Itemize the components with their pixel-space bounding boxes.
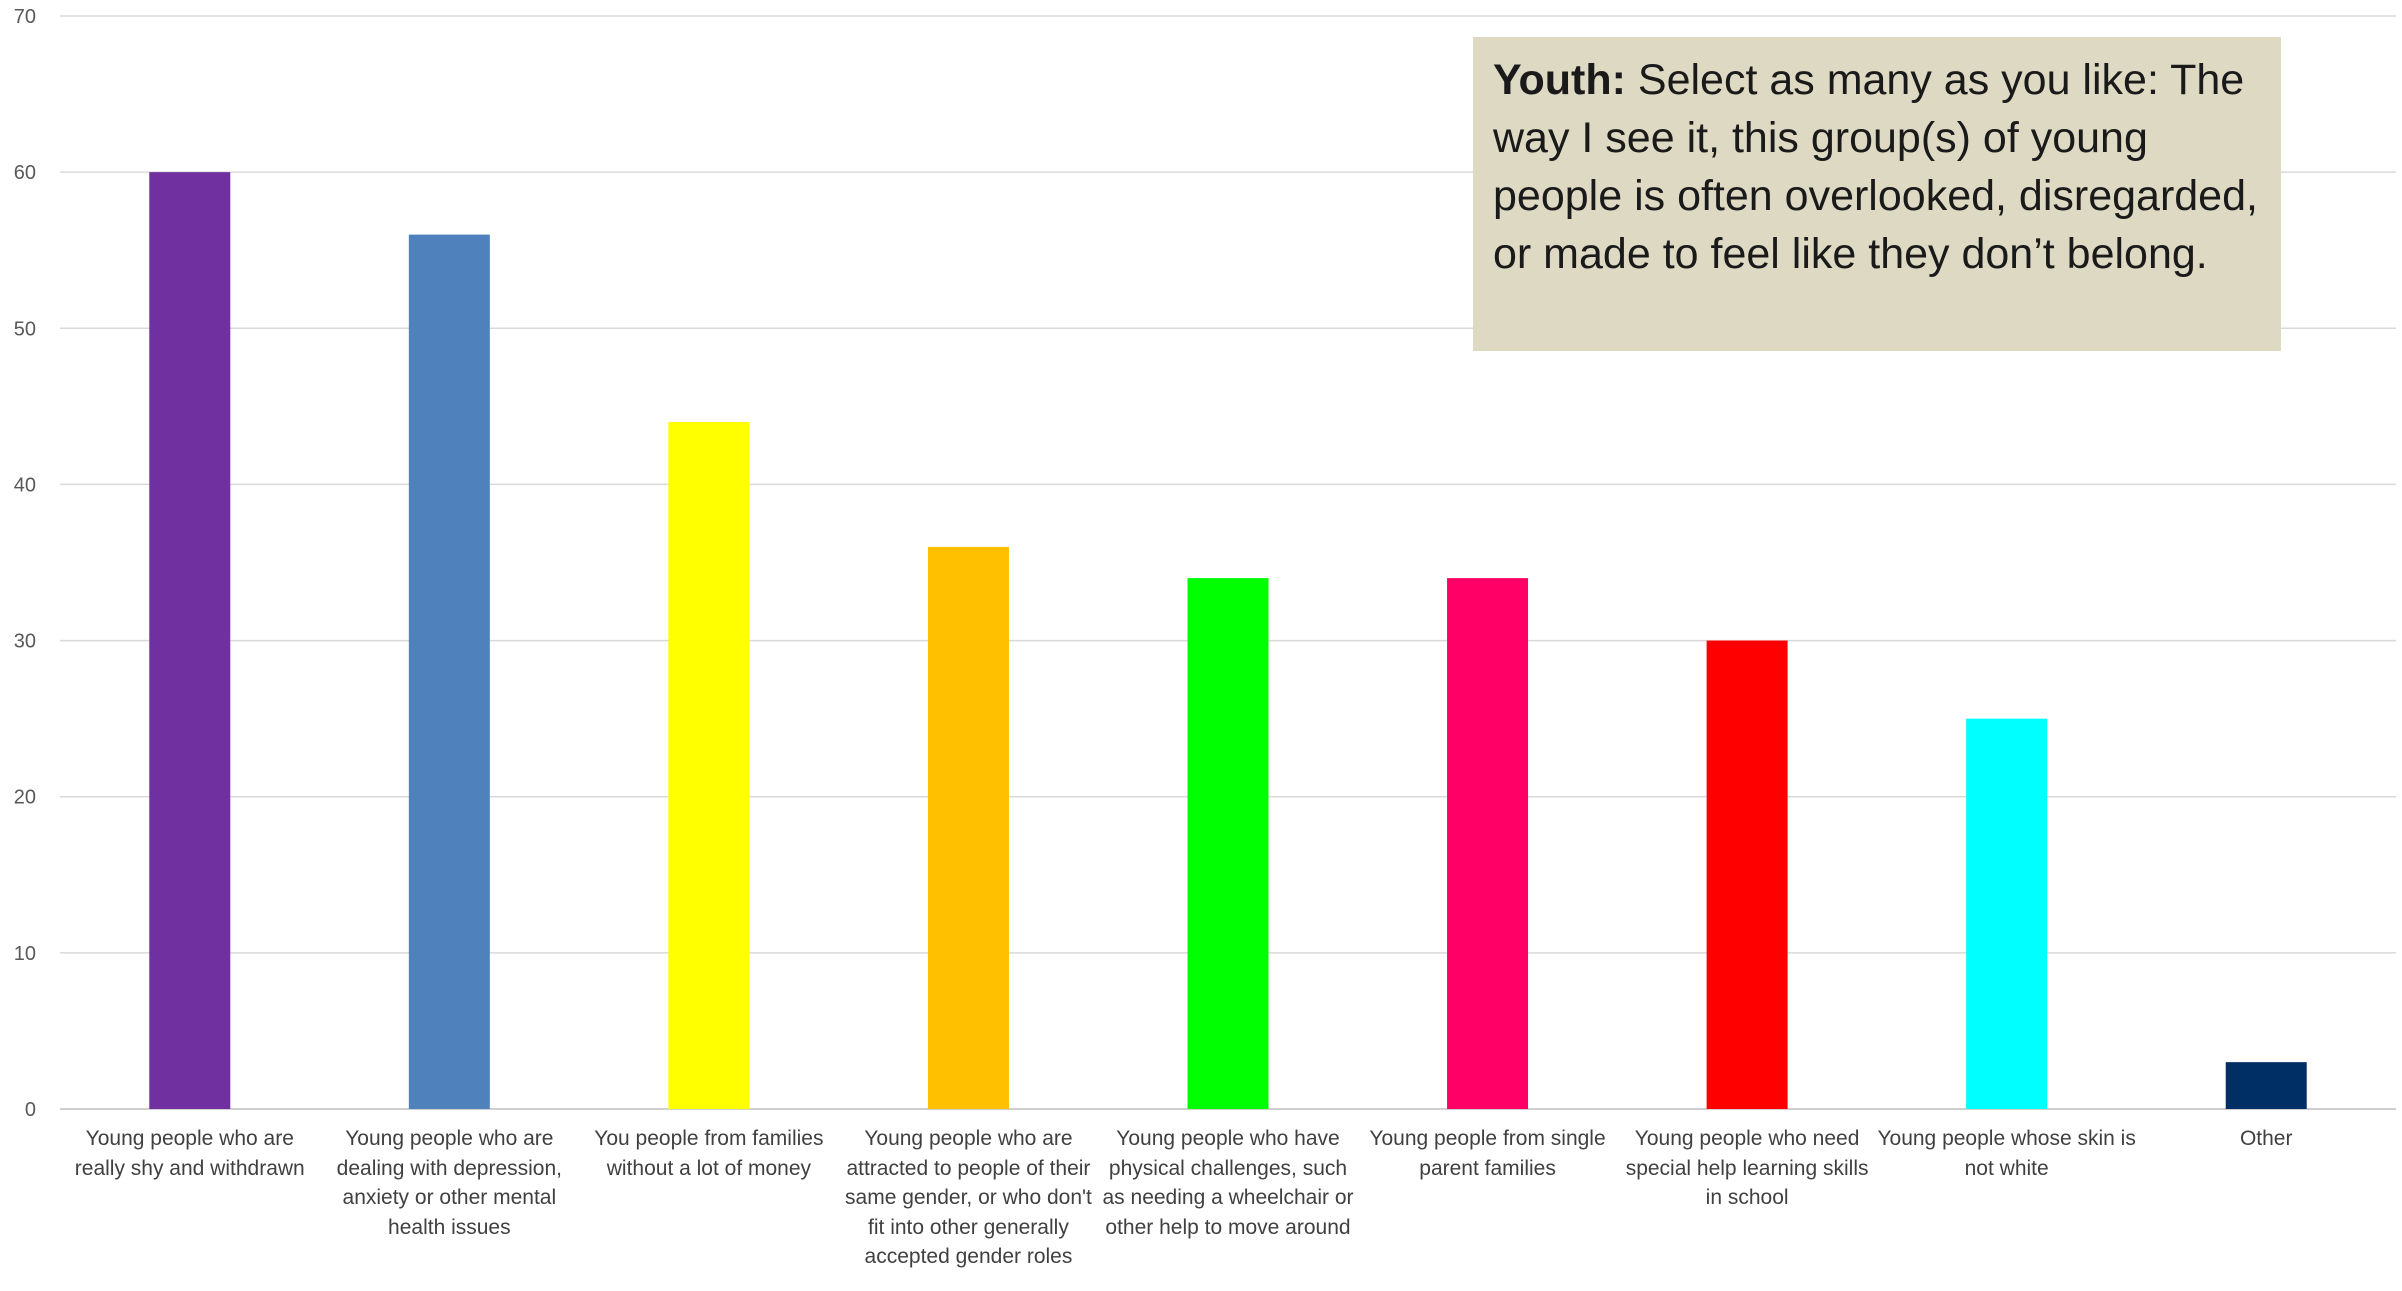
y-tick-label: 10: [14, 943, 36, 965]
bars: [149, 172, 2307, 1110]
bar: [1447, 578, 1529, 1109]
y-axis-ticks: 0 10 20 30 40 50 60 70: [14, 6, 36, 1121]
question-callout: Youth: Select as many as you like: The w…: [1473, 37, 2281, 351]
bar: [1966, 718, 2048, 1109]
y-tick-label: 20: [14, 787, 36, 809]
x-tick-label: Young people who need special help learn…: [1625, 1127, 1869, 1209]
bar: [927, 546, 1009, 1109]
bar: [668, 421, 750, 1109]
bar: [1706, 640, 1788, 1109]
y-tick-label: 30: [14, 631, 36, 653]
x-tick-label: Young people who are dealing with depres…: [336, 1127, 562, 1239]
callout-question-text: Select as many as you like: The way I se…: [1493, 56, 2258, 278]
y-tick-label: 60: [14, 162, 36, 184]
y-tick-label: 70: [14, 6, 36, 28]
y-tick-label: 50: [14, 318, 36, 340]
callout-bold-label: Youth:: [1493, 56, 1626, 104]
x-tick-label: Other: [2239, 1127, 2293, 1150]
bar: [149, 172, 231, 1110]
x-tick-label: Young people who are really shy and with…: [74, 1127, 305, 1180]
x-tick-label: Young people from single parent families: [1369, 1127, 1606, 1180]
y-tick-label: 40: [14, 474, 36, 496]
bar: [1187, 578, 1269, 1109]
x-tick-label: You people from families without a lot o…: [594, 1127, 824, 1180]
x-tick-label: Young people who have physical challenge…: [1102, 1127, 1354, 1239]
x-tick-label: Young people whose skin is not white: [1877, 1127, 2136, 1180]
y-tick-label: 0: [25, 1099, 36, 1121]
bar: [408, 234, 490, 1110]
bar: [2225, 1062, 2307, 1109]
x-tick-label: Young people who are attracted to people…: [845, 1127, 1092, 1268]
